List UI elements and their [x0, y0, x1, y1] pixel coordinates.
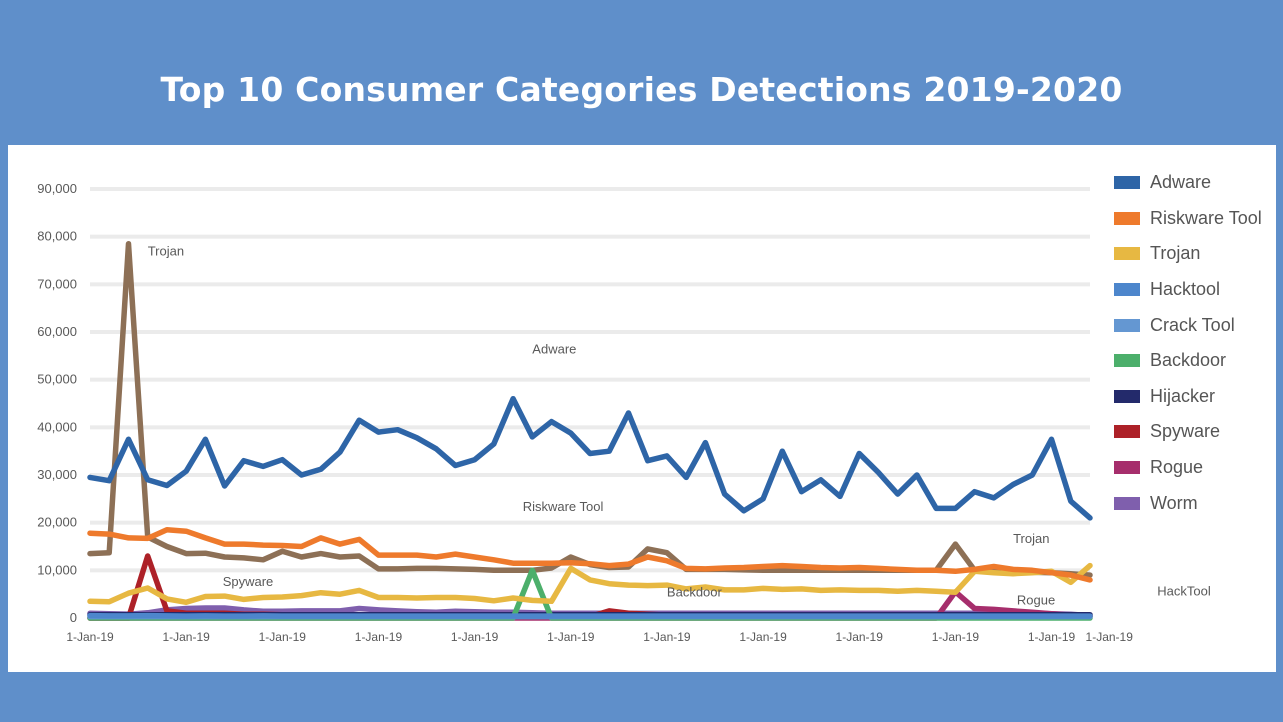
x-tick-label: 1-Jan-19 — [932, 630, 980, 644]
legend-label: Backdoor — [1150, 350, 1227, 371]
legend-swatch — [1114, 211, 1140, 225]
y-tick-label: 50,000 — [37, 372, 77, 387]
legend-swatch — [1114, 496, 1140, 510]
legend-label: Hacktool — [1150, 279, 1221, 300]
legend-item: Backdoor — [1114, 343, 1279, 379]
legend-item: Crack Tool — [1114, 307, 1279, 343]
legend-swatch — [1114, 176, 1140, 190]
legend-item: Hacktool — [1114, 272, 1279, 308]
legend-swatch — [1114, 283, 1140, 297]
y-tick-label: 90,000 — [37, 181, 77, 196]
series-annotation: HackTool — [1157, 584, 1211, 599]
series-annotation: Spyware — [223, 574, 274, 589]
series-line-riskware-tool — [87, 527, 1093, 583]
legend-label: Riskware Tool — [1150, 207, 1262, 228]
legend-label: Hijacker — [1150, 385, 1216, 406]
legend-swatch — [1114, 425, 1140, 439]
series-annotation: Trojan — [1013, 531, 1049, 546]
x-tick-label: 1-Jan-19 — [451, 630, 499, 644]
series-annotation: Riskware Tool — [523, 499, 604, 514]
legend-item: Adware — [1114, 165, 1279, 201]
x-tick-label: 1-Jan-19 — [547, 630, 595, 644]
legend-swatch — [1114, 247, 1140, 261]
series-line-trojan-prior-period — [87, 241, 1093, 578]
x-tick-label: 1-Jan-19 — [259, 630, 307, 644]
legend-swatch — [1114, 461, 1140, 475]
y-tick-label: 10,000 — [37, 562, 77, 577]
x-tick-label: 1-Jan-19 — [739, 630, 787, 644]
x-tick-label: 1-Jan-19 — [836, 630, 884, 644]
x-tick-label: 1-Jan-19 — [643, 630, 691, 644]
x-tick-label: 1-Jan-19 — [66, 630, 114, 644]
x-tick-label: 1-Jan-19 — [162, 630, 210, 644]
y-tick-label: 30,000 — [37, 467, 77, 482]
series-annotation: Trojan — [148, 244, 184, 259]
legend-label: Crack Tool — [1150, 314, 1235, 335]
y-tick-label: 0 — [70, 610, 77, 625]
y-tick-label: 80,000 — [37, 229, 77, 244]
legend-item: Rogue — [1114, 450, 1279, 486]
y-tick-label: 20,000 — [37, 515, 77, 530]
legend-label: Trojan — [1150, 243, 1201, 264]
legend-label: Worm — [1150, 492, 1198, 513]
legend-item: Hijacker — [1114, 379, 1279, 415]
series-line-hacktool — [87, 612, 1093, 619]
legend-label: Adware — [1150, 172, 1212, 193]
legend-item: Worm — [1114, 485, 1279, 521]
y-tick-label: 40,000 — [37, 419, 77, 434]
series-line-adware — [87, 395, 1093, 521]
legend-item: Trojan — [1114, 236, 1279, 272]
series-annotation: Rogue — [1017, 593, 1055, 608]
chart-legend: Adware Riskware Tool Trojan Hacktool Crack T… — [1114, 165, 1279, 521]
x-tick-label: 1-Jan-19 — [1028, 630, 1076, 644]
series-annotation: Backdoor — [667, 585, 723, 600]
y-tick-label: 70,000 — [37, 276, 77, 291]
chart-title: Top 10 Consumer Categories Detections 20… — [160, 70, 1123, 109]
legend-swatch — [1114, 354, 1140, 368]
x-tick-label: 1-Jan-19 — [355, 630, 403, 644]
legend-swatch — [1114, 389, 1140, 403]
legend-item: Riskware Tool — [1114, 201, 1279, 237]
legend-label: Spyware — [1150, 421, 1221, 442]
series-line-trojan — [87, 562, 1093, 606]
y-tick-label: 60,000 — [37, 324, 77, 339]
legend-item: Spyware — [1114, 414, 1279, 450]
legend-label: Rogue — [1150, 457, 1204, 478]
x-tick-label: 1-Jan-19 — [1086, 630, 1134, 644]
series-annotation: Adware — [532, 341, 576, 356]
legend-swatch — [1114, 318, 1140, 332]
